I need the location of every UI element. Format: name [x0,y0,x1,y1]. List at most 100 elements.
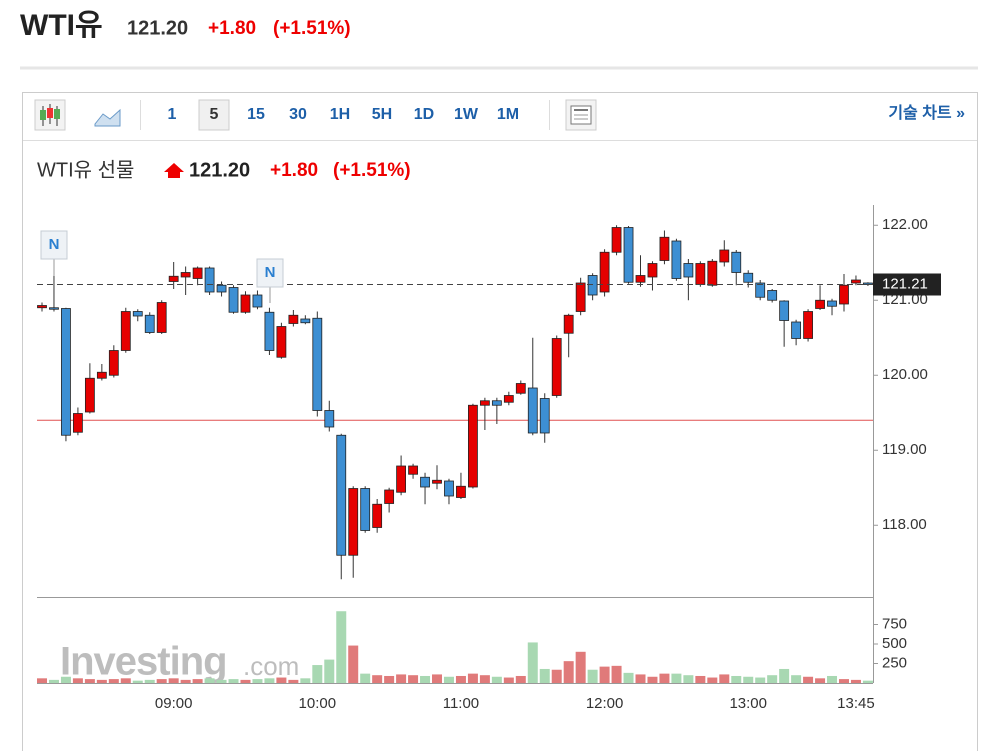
volume-bar [551,669,562,683]
candle-body [515,383,526,394]
candle-body [491,400,502,406]
candle-body [731,251,742,273]
candle-body [611,227,622,253]
candle-body [527,387,538,434]
interval-selected [198,99,230,131]
candle-body [779,300,790,321]
y-tick-label: 118.00 [882,516,927,533]
instrument-name: WTI유 [20,9,103,42]
candle-body [384,489,395,504]
volume-bar [611,665,622,683]
news-marker-label[interactable]: N [265,264,276,281]
candle-body [73,413,83,433]
volume-bar [707,677,718,683]
candle-body [444,480,454,497]
news-icon[interactable] [565,99,597,131]
candle-body [408,465,418,475]
volume-bar [396,674,407,683]
candle-body [575,282,586,312]
candle-body [623,227,634,283]
area-icon[interactable] [94,108,121,127]
candle-body [180,272,191,278]
interval-button[interactable]: 15 [247,106,265,123]
x-tick-label: 09:00 [155,695,193,712]
volume-bar [276,677,287,683]
candle-body [204,267,215,293]
x-tick-label: 11:00 [443,695,479,712]
y-tick-label: 120.00 [882,366,928,383]
interval-button[interactable]: 1 [168,106,177,123]
volume-bar [862,680,873,683]
candle-body [587,275,598,296]
volume-bar [443,676,454,683]
volume-bar [827,675,838,683]
candle-body [96,371,107,379]
candle-body [456,485,466,498]
candle-icon[interactable] [34,99,66,131]
news-marker[interactable] [256,258,284,288]
candle-body [563,314,574,334]
volume-bar [803,676,814,683]
volume-bar [491,676,502,683]
volume-bar [360,673,371,683]
interval-button[interactable]: 1D [414,106,434,123]
technical-chart-link[interactable]: 기술 차트 » [888,104,965,122]
chart-change-pct: (+1.51%) [333,160,411,181]
x-tick-label: 13:00 [729,695,767,712]
interval-button[interactable]: 1M [497,106,519,123]
volume-bar [72,678,83,683]
candle-body [815,299,825,309]
volume-bar [336,611,347,683]
chart-title: WTI유 선물 [37,158,134,181]
candle-body [228,287,239,313]
volume-bar [348,645,359,683]
volume-bar [180,679,191,683]
candle-body [252,294,263,308]
header-change-pct: (+1.51%) [273,18,351,39]
volume-bar [408,675,419,683]
volume-bar [216,679,227,683]
x-tick-label: 12:00 [586,695,624,712]
candle-body [300,318,311,324]
candle-body [396,465,407,493]
volume-bar [312,665,323,683]
watermark-suffix: .com [243,651,299,681]
volume-bar [503,677,514,683]
candle-body [84,377,95,413]
candle-body [240,294,251,313]
interval-button[interactable]: 1H [330,106,350,123]
volume-bar [168,678,179,683]
volume-tick-label: 500 [882,635,907,652]
volume-bar [779,668,790,683]
interval-button[interactable]: 5 [210,106,219,123]
volume-bar [108,679,119,683]
candle-body [348,488,359,556]
volume-bar [850,679,861,683]
candle-body [719,249,730,263]
candle-body [635,275,646,283]
volume-bar [192,679,203,683]
candle-body [695,263,706,285]
volume-bar [671,673,682,683]
candle-body [683,263,694,278]
volume-bar [659,673,670,683]
candle-body [108,350,119,376]
interval-button[interactable]: 5H [372,106,392,123]
y-tick-label: 122.00 [882,216,928,233]
interval-button[interactable]: 1W [454,106,479,123]
volume-bar [228,679,239,683]
volume-bar [204,678,215,683]
candle-body [288,314,299,324]
volume-bar [587,669,598,683]
candle-body [360,488,371,531]
interval-button[interactable]: 30 [289,106,307,123]
last-price-box [873,273,941,296]
candle-body [420,476,430,488]
news-marker-label[interactable]: N [49,236,60,253]
news-marker[interactable] [40,230,68,260]
candle-body [827,300,837,307]
candle-body [755,282,766,298]
volume-bar [455,675,466,683]
chart-price: 121.20 [189,159,250,181]
